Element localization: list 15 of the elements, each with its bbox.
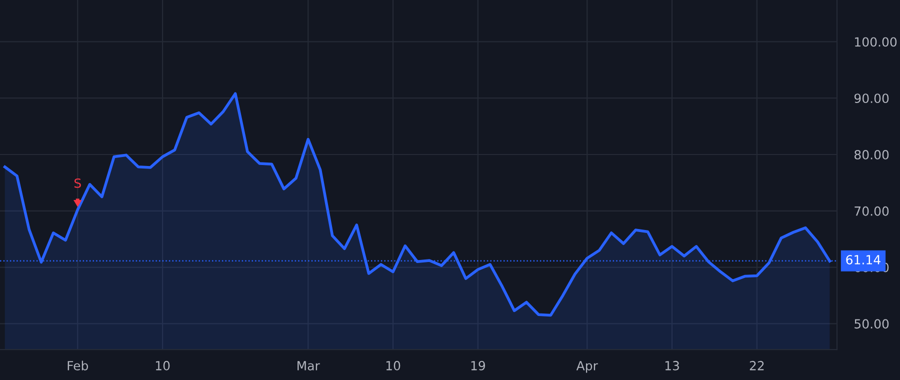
x-tick-label: Apr	[576, 361, 598, 373]
annotation: S	[74, 178, 81, 188]
x-tick-label: 10	[156, 360, 170, 370]
x-tick-label: Mar	[298, 361, 320, 370]
x-tick-label: 10	[386, 360, 400, 370]
y-tick-label: 90.00	[854, 94, 889, 104]
y-tick-label: 100.00	[855, 37, 897, 47]
x-tick-label: 19	[471, 360, 486, 370]
y-tick-label: 80.00	[854, 150, 889, 160]
ref-line-label: 61.14	[846, 255, 880, 264]
y-tick-label: 50.00	[854, 319, 889, 329]
x-tick-label: Feb	[68, 360, 88, 370]
y-tick-label: 70.00	[854, 206, 889, 216]
x-tick-label: 22	[750, 360, 764, 370]
x-tick-label: 13	[665, 360, 679, 370]
